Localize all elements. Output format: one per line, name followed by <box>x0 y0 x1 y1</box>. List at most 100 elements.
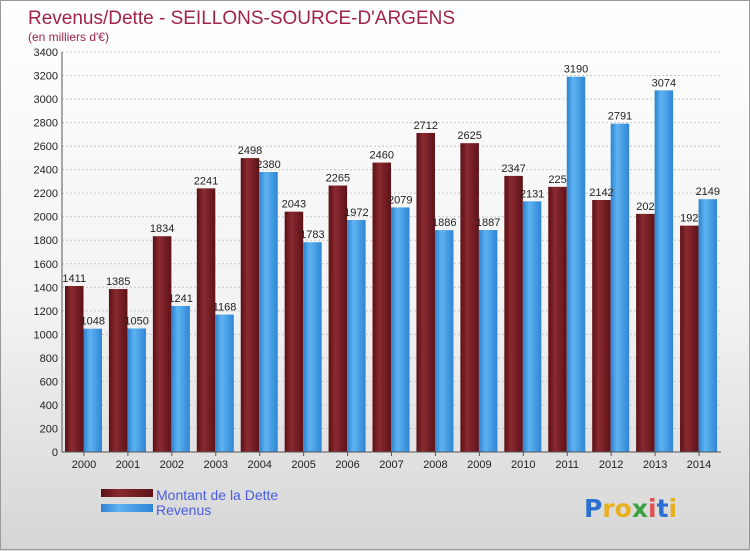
x-tick-label: 2009 <box>467 459 491 471</box>
bar-revenus <box>654 90 674 453</box>
data-label: 1168 <box>213 302 237 314</box>
bar-layer <box>65 76 718 453</box>
bar-revenus <box>478 230 498 452</box>
bar-dette <box>636 213 655 452</box>
data-label: 1783 <box>300 229 324 241</box>
bar-dette <box>548 186 567 452</box>
data-label: 1887 <box>476 217 500 229</box>
bar-dette <box>152 236 172 452</box>
x-tick-label: 2012 <box>599 459 623 471</box>
bar-dette <box>328 185 348 452</box>
data-label: 1050 <box>124 315 148 327</box>
data-label: 202 <box>636 201 654 213</box>
y-tick-label: 2000 <box>34 212 58 224</box>
data-label: 3190 <box>564 64 588 76</box>
data-label: 1241 <box>168 293 192 305</box>
logo-letter: i <box>648 494 657 523</box>
data-label: 3074 <box>652 77 676 89</box>
bar-dette <box>416 132 435 453</box>
x-tick-label: 2014 <box>687 459 711 471</box>
bar-revenus <box>566 76 586 453</box>
bar-revenus <box>83 328 102 452</box>
logo-letter: i <box>669 494 678 523</box>
legend-label-revenus: Revenus <box>156 502 211 518</box>
data-label: 2712 <box>413 120 437 132</box>
data-label: 1972 <box>344 207 368 219</box>
bar-revenus <box>259 172 278 452</box>
bar-revenus <box>171 306 190 452</box>
x-tick-label: 2013 <box>643 459 667 471</box>
data-label: 2131 <box>520 188 544 200</box>
y-tick-label: 200 <box>40 423 58 435</box>
x-tick-label: 2010 <box>511 459 535 471</box>
legend-swatch-dette <box>101 489 153 497</box>
logo-letter: o <box>615 494 632 523</box>
bar-dette <box>196 188 216 452</box>
y-tick-label: 1400 <box>34 282 58 294</box>
y-tick-label: 3200 <box>34 71 58 83</box>
bar-revenus <box>698 199 718 452</box>
bar-revenus <box>610 123 630 452</box>
data-label: 2498 <box>238 145 262 157</box>
x-tick-label: 2008 <box>423 459 447 471</box>
y-tick-label: 600 <box>40 376 58 388</box>
x-tick-label: 2011 <box>555 459 579 471</box>
data-label: 1385 <box>106 276 130 288</box>
y-tick-label: 2800 <box>34 118 58 130</box>
bar-dette <box>592 200 611 452</box>
data-label: 2265 <box>326 173 350 185</box>
bar-dette <box>460 143 479 453</box>
x-tick-label: 2002 <box>160 459 184 471</box>
y-tick-label: 0 <box>52 447 58 459</box>
x-tick-label: 2000 <box>72 459 96 471</box>
bar-dette <box>284 211 304 452</box>
data-label: 2791 <box>608 111 632 123</box>
x-tick-label: 2006 <box>335 459 359 471</box>
x-tick-label: 2003 <box>204 459 228 471</box>
legend-label-dette: Montant de la Dette <box>156 487 278 503</box>
data-label: 2380 <box>256 159 280 171</box>
data-label: 2043 <box>282 199 306 211</box>
legend-swatch-revenus <box>101 504 153 512</box>
y-tick-label: 2600 <box>34 141 58 153</box>
y-tick-label: 400 <box>40 400 58 412</box>
logo-letter: P <box>584 494 602 523</box>
legend: Montant de la Dette Revenus <box>101 487 278 518</box>
y-tick-label: 1600 <box>34 259 58 271</box>
data-label: 2460 <box>370 150 394 162</box>
bar-revenus <box>347 220 366 452</box>
y-tick-label: 800 <box>40 353 58 365</box>
y-tick-label: 2400 <box>34 165 58 177</box>
data-label: 1834 <box>150 223 174 235</box>
bar-dette <box>108 289 128 452</box>
data-label: 2347 <box>501 163 525 175</box>
logo-letter: t <box>657 494 669 523</box>
x-tick-label: 2001 <box>116 459 140 471</box>
y-tick-label: 3000 <box>34 94 58 106</box>
bar-dette <box>372 162 392 452</box>
axis-layer: 0 200 400 600 800 1000 1200 1400 1600 1800 2000 220… <box>34 47 721 471</box>
chart-title: Revenus/Dette - SEILLONS-SOURCE-D'ARGENS <box>28 8 455 29</box>
data-label: 1048 <box>81 316 105 328</box>
bar-dette <box>240 158 260 452</box>
chart-subtitle: (en milliers d'€) <box>28 30 109 44</box>
data-label: 192 <box>680 213 698 225</box>
bar-dette <box>65 286 84 452</box>
bar-revenus <box>434 230 454 452</box>
x-tick-label: 2005 <box>291 459 315 471</box>
data-label: 2149 <box>696 186 720 198</box>
data-label: 2241 <box>194 175 218 187</box>
bar-revenus <box>215 314 234 452</box>
bar-revenus <box>522 201 542 452</box>
bar-revenus <box>391 207 410 452</box>
y-tick-label: 1200 <box>34 306 58 318</box>
bar-revenus <box>303 242 322 452</box>
logo-letter: r <box>602 494 615 523</box>
data-label: 1886 <box>432 217 456 229</box>
x-tick-label: 2007 <box>379 459 403 471</box>
y-tick-label: 3400 <box>34 47 58 59</box>
data-label: 2625 <box>457 130 481 142</box>
y-tick-label: 1800 <box>34 235 58 247</box>
data-label: 225 <box>548 174 566 186</box>
